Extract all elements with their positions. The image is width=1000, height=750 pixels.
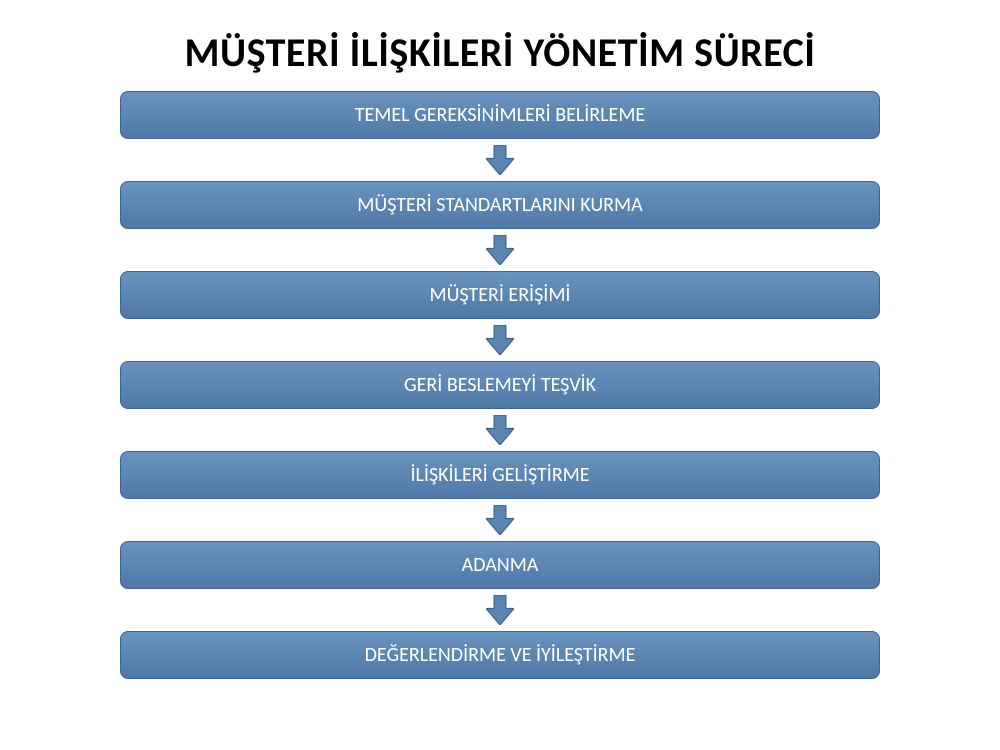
process-step: İLİŞKİLERİ GELİŞTİRME: [120, 451, 880, 499]
process-step: GERİ BESLEMEYİ TEŞVİK: [120, 361, 880, 409]
process-step-label: ADANMA: [462, 553, 539, 577]
slide-page: MÜŞTERİ İLİŞKİLERİ YÖNETİM SÜRECİ TEMEL …: [0, 0, 1000, 750]
process-step: TEMEL GEREKSİNİMLERİ BELİRLEME: [120, 91, 880, 139]
page-title: MÜŞTERİ İLİŞKİLERİ YÖNETİM SÜRECİ: [185, 28, 816, 77]
process-step: MÜŞTERİ ERİŞİMİ: [120, 271, 880, 319]
down-arrow-icon: [486, 235, 514, 265]
process-step: DEĞERLENDİRME VE İYİLEŞTİRME: [120, 631, 880, 679]
down-arrow-icon: [486, 145, 514, 175]
down-arrow-icon: [486, 505, 514, 535]
process-flow: TEMEL GEREKSİNİMLERİ BELİRLEME MÜŞTERİ ST…: [120, 91, 880, 679]
down-arrow-icon: [486, 325, 514, 355]
down-arrow-icon: [486, 415, 514, 445]
process-step-label: İLİŞKİLERİ GELİŞTİRME: [410, 463, 589, 487]
down-arrow-icon: [486, 595, 514, 625]
process-step-label: TEMEL GEREKSİNİMLERİ BELİRLEME: [355, 103, 645, 127]
process-step-label: MÜŞTERİ ERİŞİMİ: [430, 283, 571, 307]
process-step: ADANMA: [120, 541, 880, 589]
process-step: MÜŞTERİ STANDARTLARINI KURMA: [120, 181, 880, 229]
process-step-label: MÜŞTERİ STANDARTLARINI KURMA: [357, 193, 642, 217]
process-step-label: GERİ BESLEMEYİ TEŞVİK: [404, 373, 596, 397]
process-step-label: DEĞERLENDİRME VE İYİLEŞTİRME: [365, 643, 636, 667]
